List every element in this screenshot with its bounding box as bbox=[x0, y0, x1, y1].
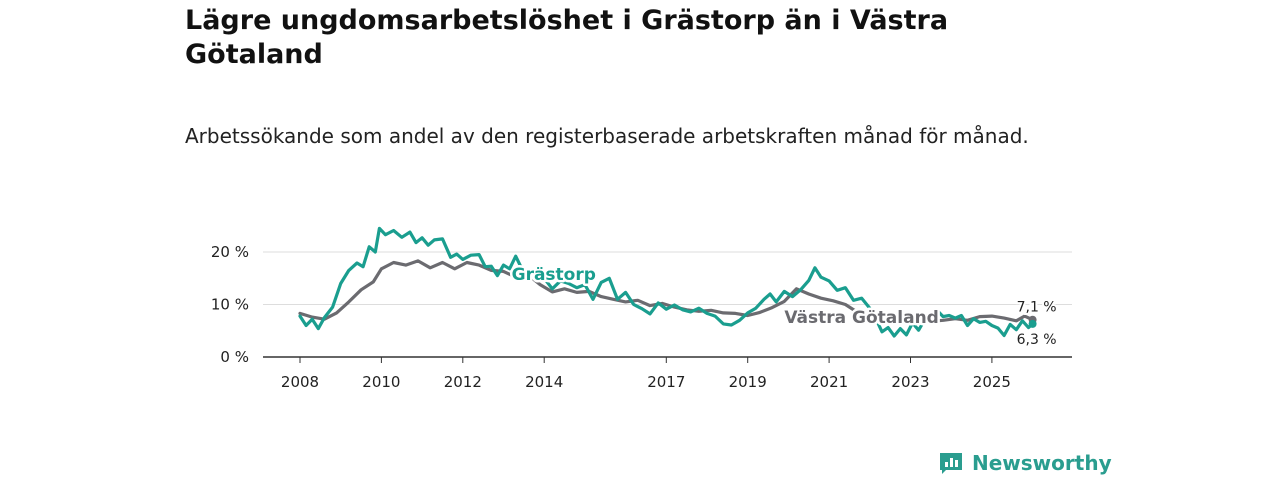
y-tick-label: 10 % bbox=[211, 296, 249, 314]
x-tick-label: 2021 bbox=[810, 373, 848, 391]
x-tick-label: 2010 bbox=[362, 373, 400, 391]
chart-subtitle: Arbetssökande som andel av den registerb… bbox=[185, 124, 1029, 148]
x-tick-label: 2014 bbox=[525, 373, 563, 391]
end-value-label: 7,1 % bbox=[1017, 300, 1057, 316]
x-tick-label: 2023 bbox=[891, 373, 929, 391]
end-value-label: 6,3 % bbox=[1017, 332, 1057, 348]
newsworthy-brand: Newsworthy bbox=[938, 450, 1112, 476]
line-chart: 0 % 10 % 20 % 2008 2010 2012 2014 2017 2019 2021 2… bbox=[211, 226, 1072, 391]
series-label: Grästorp bbox=[512, 265, 596, 285]
x-tick-label: 2019 bbox=[729, 373, 767, 391]
page-title: Lägre ungdomsarbetslöshet i Grästorp än … bbox=[185, 5, 949, 70]
axes: 0 % 10 % 20 % 2008 2010 2012 2014 2017 2019 2021 2… bbox=[211, 243, 1072, 391]
x-tick-label: 2012 bbox=[444, 373, 482, 391]
x-tick-label: 2017 bbox=[647, 373, 685, 391]
series-line-grastorp bbox=[298, 226, 1035, 338]
grid-lines bbox=[263, 251, 1072, 305]
x-tick-label: 2008 bbox=[281, 373, 319, 391]
brand-name: Newsworthy bbox=[972, 451, 1112, 475]
series-line-vastra-gotaland bbox=[298, 259, 1035, 326]
series-labels: Grästorp Västra Götaland 7,1 % 6,3 % bbox=[509, 263, 1058, 350]
newsworthy-logo-icon bbox=[940, 453, 962, 474]
x-tick-label: 2025 bbox=[973, 373, 1011, 391]
series-lines bbox=[298, 226, 1037, 338]
series-end-point bbox=[1028, 319, 1037, 328]
series-label: Västra Götaland bbox=[784, 308, 939, 328]
y-tick-label: 20 % bbox=[211, 243, 249, 261]
y-tick-label: 0 % bbox=[220, 348, 249, 366]
